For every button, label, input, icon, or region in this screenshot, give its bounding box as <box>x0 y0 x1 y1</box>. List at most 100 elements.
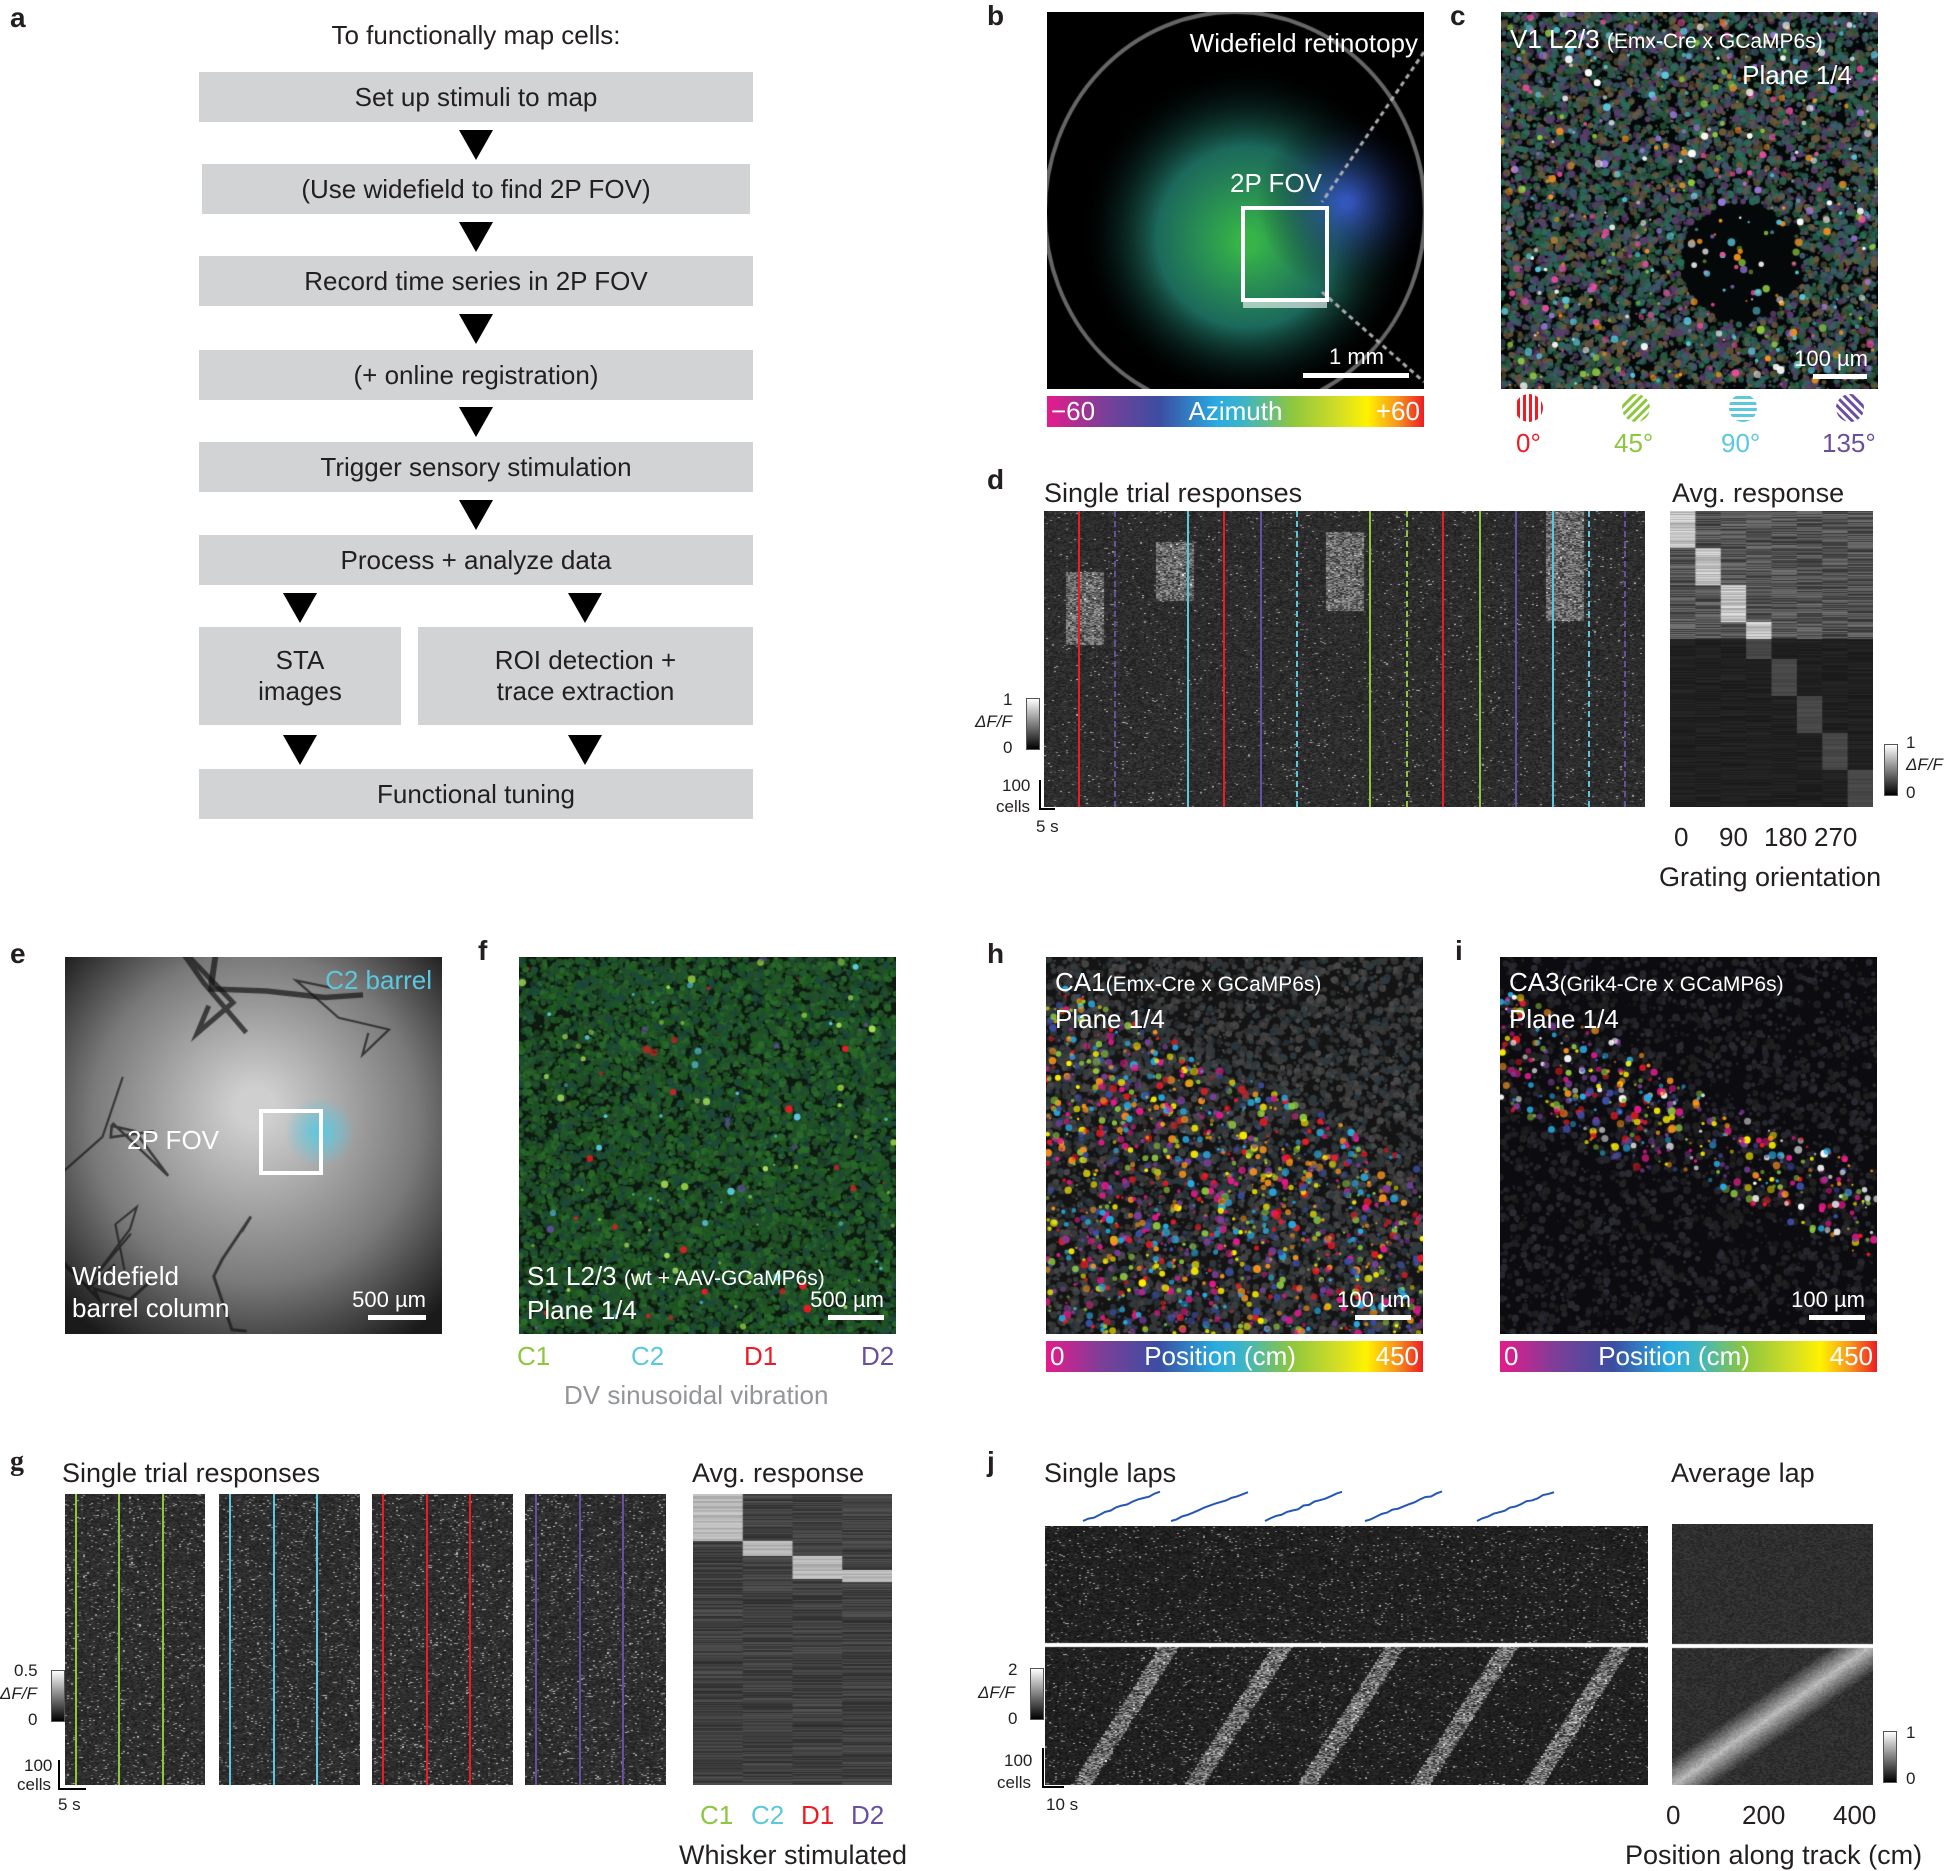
cbar-max: 1 <box>1003 690 1013 709</box>
single-trial-heatmap <box>1044 511 1645 807</box>
time-scale: 10 s <box>1046 1795 1079 1814</box>
stimulus-onset-line <box>381 1494 384 1785</box>
arrow-down-icon <box>459 314 493 344</box>
heatmap-canvas <box>1044 511 1645 807</box>
heatmap-canvas <box>372 1494 513 1785</box>
scale-bar <box>1813 374 1867 379</box>
v1-fov-image: V1 L2/3 (Emx-Cre x GCaMP6s) Plane 1/4 10… <box>1501 12 1878 389</box>
scale-label: 100 µm <box>1337 1287 1411 1312</box>
arrow-down-icon <box>459 500 493 530</box>
panel-label-c: c <box>1450 0 1466 31</box>
tick-180: 180 <box>1764 822 1808 852</box>
retinotopy-title: Widefield retinotopy <box>1189 28 1418 58</box>
stimulus-onset-line <box>316 1494 319 1785</box>
time-scale: 5 s <box>1036 817 1059 836</box>
dff-colorbar <box>1030 1668 1044 1720</box>
cbar-max: 2 <box>1008 1660 1018 1679</box>
stimulus-onset-line <box>534 1494 537 1785</box>
colorbar-label: Position (cm) <box>1598 1341 1750 1371</box>
colorbar-label: Azimuth <box>1188 396 1283 426</box>
ca1-title: CA1 <box>1055 967 1106 997</box>
scale-bar-vertical <box>1042 1748 1044 1788</box>
panel-label-d: d <box>987 464 1005 495</box>
ca3-canvas <box>1500 957 1877 1334</box>
s1-canvas <box>519 957 896 1334</box>
flow-step-2: (Use widefield to find 2P FOV) <box>202 164 750 214</box>
ca3-fov-image: CA3(Grik4-Cre x GCaMP6s) Plane 1/4 100 µ… <box>1500 957 1877 1334</box>
single-laps-title: Single laps <box>1044 1458 1177 1488</box>
scale-label: 500 µm <box>352 1287 426 1312</box>
avg-response-heatmap <box>693 1494 892 1785</box>
x-axis-label: Grating orientation <box>1659 862 1882 892</box>
azimuth-colorbar: −60 Azimuth +60 <box>1047 396 1424 427</box>
ca1-fov-image: CA1(Emx-Cre x GCaMP6s) Plane 1/4 100 µm <box>1046 957 1423 1334</box>
colorbar-min: 0 <box>1050 1341 1065 1371</box>
c2-barrel-label: C2 barrel <box>325 965 432 995</box>
stimulus-onset-line <box>1296 511 1299 807</box>
stimulus-onset-line <box>1551 511 1554 807</box>
heatmap-canvas <box>693 1494 892 1785</box>
scale-bar-horizontal <box>1042 1786 1064 1788</box>
position-colorbar: 0 Position (cm) 450 <box>1500 1341 1877 1372</box>
caption-line-2: barrel column <box>72 1293 230 1323</box>
avg-cbar-min: 0 <box>1906 783 1916 802</box>
scale-label: 500 µm <box>810 1287 884 1312</box>
flowchart-title: To functionally map cells: <box>331 20 621 50</box>
stimulus-onset-line <box>1514 511 1517 807</box>
scale-bar-vertical <box>58 1760 60 1790</box>
retinotopy-canvas <box>1047 12 1424 389</box>
tick-0: 0 <box>1674 822 1689 852</box>
avg-response-title: Avg. response <box>1672 478 1845 508</box>
scale-bar <box>828 1315 884 1320</box>
single-trial-title: Single trial responses <box>1044 478 1303 508</box>
cells-value: 100 <box>24 1756 53 1775</box>
whisker-label-d2: D2 <box>861 1341 895 1371</box>
lap-position-trace <box>1264 1490 1343 1522</box>
c2-trials-heatmap <box>219 1494 360 1785</box>
colorbar-max: 450 <box>1375 1341 1419 1371</box>
whisker-label-c2: C2 <box>631 1341 665 1371</box>
tick-400: 400 <box>1833 1800 1877 1830</box>
average-lap-title: Average lap <box>1671 1458 1815 1488</box>
d2-trials-heatmap <box>525 1494 666 1785</box>
average-lap-heatmap <box>1672 1524 1873 1785</box>
ca3-subtitle: (Grik4-Cre x GCaMP6s) <box>1559 973 1784 996</box>
stimulus-onset-line <box>1113 511 1116 807</box>
x-axis-label: Position along track (cm) <box>1625 1840 1923 1870</box>
flow-step-sta-images: STA images <box>199 627 401 725</box>
flow-step-6: Process + analyze data <box>199 535 753 585</box>
heatmap-canvas <box>1670 511 1873 807</box>
stimulus-onset-line <box>272 1494 275 1785</box>
tick-0: 0 <box>1666 1800 1681 1830</box>
stim-label: DV sinusoidal vibration <box>564 1380 829 1410</box>
stimulus-onset-line <box>118 1494 121 1785</box>
lap-position-trace <box>1082 1490 1161 1522</box>
ca1-subtitle: (Emx-Cre x GCaMP6s) <box>1105 973 1322 996</box>
colorbar-max: 450 <box>1829 1341 1873 1371</box>
caption-line-1: Widefield <box>72 1261 179 1291</box>
stimulus-onset-line <box>1442 511 1445 807</box>
single-laps-heatmap <box>1045 1526 1648 1785</box>
flow-step-3: Record time series in 2P FOV <box>199 256 753 306</box>
cells-unit: cells <box>17 1775 52 1794</box>
arrow-down-icon <box>283 593 317 623</box>
stimulus-onset-line <box>1478 511 1481 807</box>
stimulus-onset-line <box>425 1494 428 1785</box>
sta-line-1: STA <box>275 645 325 675</box>
single-trial-title: Single trial responses <box>62 1458 321 1488</box>
arrow-down-icon <box>283 735 317 765</box>
widefield-retinotopy-image: Widefield retinotopy 2P FOV 1 mm <box>1047 12 1424 389</box>
grating-135-icon <box>1832 390 1868 426</box>
cbar-label: ΔF/F <box>0 1684 37 1703</box>
d1-trials-heatmap <box>372 1494 513 1785</box>
plane-label: Plane 1/4 <box>1509 1004 1619 1034</box>
whisker-label-d1: D1 <box>744 1341 778 1371</box>
stimulus-onset-line <box>228 1494 231 1785</box>
cbar-min: 0 <box>1003 738 1013 757</box>
lap-position-trace <box>1170 1491 1249 1522</box>
stimulus-onset-line <box>1587 511 1590 807</box>
lap-position-trace <box>1364 1490 1443 1522</box>
stimulus-onset-line <box>469 1494 472 1785</box>
tick-270: 270 <box>1814 822 1858 852</box>
fov-box <box>1241 206 1329 302</box>
